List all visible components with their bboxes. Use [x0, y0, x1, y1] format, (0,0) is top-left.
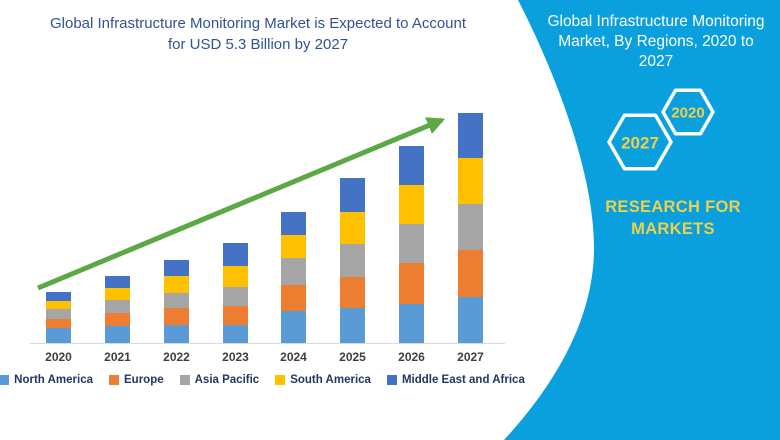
bar-segment-north-america	[281, 310, 306, 343]
bar-2021	[105, 275, 130, 343]
bar-segment-middle-east-and-africa	[164, 260, 189, 277]
chart-title: Global Infrastructure Monitoring Market …	[28, 13, 488, 55]
hexagon-2020-label: 2020	[671, 105, 704, 122]
legend-label: Middle East and Africa	[401, 374, 525, 386]
bar-segment-middle-east-and-africa	[340, 178, 365, 212]
side-panel-title-line-3: 2027	[638, 53, 674, 70]
legend-label: South America	[290, 374, 371, 386]
brand-line-2: MARKETS	[631, 220, 715, 238]
side-panel-title: Global Infrastructure Monitoring Market,…	[536, 12, 776, 72]
bar-segment-north-america	[164, 325, 189, 343]
bar-segment-middle-east-and-africa	[399, 145, 424, 185]
bar-2023	[223, 243, 248, 343]
legend-label: Europe	[124, 374, 164, 386]
legend-item-europe: Europe	[109, 374, 164, 386]
bar-segment-north-america	[399, 303, 424, 343]
legend-item-south-america: South America	[275, 374, 371, 386]
bar-segment-asia-pacific	[399, 224, 424, 264]
bar-2020	[46, 291, 71, 343]
bar-segment-south-america	[281, 235, 306, 259]
legend-item-asia-pacific: Asia Pacific	[179, 374, 260, 386]
bar-segment-asia-pacific	[340, 244, 365, 278]
bar-segment-middle-east-and-africa	[223, 243, 248, 267]
legend-label: Asia Pacific	[194, 374, 260, 386]
bar-segment-europe	[223, 306, 248, 326]
x-tick-2025: 2025	[339, 350, 366, 364]
chart-legend: North America Europe Asia Pacific South Ame…	[0, 374, 525, 386]
chart-title-line-1: Global Infrastructure Monitoring Market …	[49, 15, 467, 32]
bar-segment-middle-east-and-africa	[105, 275, 130, 288]
bar-segment-south-america	[223, 266, 248, 288]
bar-2027	[458, 113, 483, 343]
x-tick-2021: 2021	[104, 350, 131, 364]
x-tick-2022: 2022	[163, 350, 190, 364]
bar-2022	[164, 260, 189, 343]
brand-text: RESEARCH FOR MARKETS	[573, 196, 773, 240]
x-tick-2023: 2023	[222, 350, 249, 364]
bar-segment-asia-pacific	[46, 308, 71, 319]
bar-segment-north-america	[458, 297, 483, 343]
legend-item-middle-east-and-africa: Middle East and Africa	[386, 374, 525, 386]
bar-segment-asia-pacific	[164, 293, 189, 309]
bar-segment-asia-pacific	[223, 287, 248, 307]
bar-2024	[281, 212, 306, 343]
bar-segment-middle-east-and-africa	[46, 291, 71, 301]
brand-line-1: RESEARCH FOR	[605, 198, 741, 216]
legend-swatch-icon	[109, 375, 119, 385]
legend-swatch-icon	[275, 375, 286, 385]
legend-item-north-america: North America	[0, 374, 93, 386]
bar-segment-south-america	[46, 300, 71, 309]
bar-segment-europe	[105, 313, 130, 327]
bar-segment-middle-east-and-africa	[458, 113, 483, 159]
legend-swatch-icon	[0, 375, 10, 385]
bar-segment-asia-pacific	[458, 204, 483, 251]
bar-segment-asia-pacific	[105, 300, 130, 314]
x-tick-2024: 2024	[280, 350, 307, 364]
bar-2025	[340, 178, 365, 343]
bar-segment-europe	[281, 284, 306, 311]
bar-segment-europe	[399, 263, 424, 304]
bar-segment-asia-pacific	[281, 258, 306, 285]
x-tick-2026: 2026	[398, 350, 425, 364]
hexagon-group: 2027 2020	[607, 88, 715, 171]
bar-segment-middle-east-and-africa	[281, 212, 306, 236]
side-panel-title-line-2: Market, By Regions, 2020 to	[558, 33, 754, 50]
chart-title-line-2: for USD 5.3 Billion by 2027	[167, 36, 349, 53]
legend-swatch-icon	[179, 375, 190, 385]
bar-segment-europe	[46, 318, 71, 328]
hexagon-2027-label: 2027	[621, 134, 659, 153]
bar-segment-south-america	[399, 184, 424, 225]
bar-segment-south-america	[340, 211, 365, 245]
bar-segment-europe	[340, 277, 365, 308]
bar-segment-south-america	[105, 287, 130, 301]
hexagon-2020-outline	[661, 88, 715, 136]
bar-segment-south-america	[458, 158, 483, 205]
bar-segment-north-america	[105, 326, 130, 343]
bar-2026	[399, 145, 424, 343]
bar-segment-north-america	[223, 325, 248, 343]
x-tick-2020: 2020	[45, 350, 72, 364]
bar-segment-south-america	[164, 276, 189, 294]
legend-swatch-icon	[386, 375, 397, 385]
x-tick-2027: 2027	[457, 350, 484, 364]
bar-segment-europe	[164, 308, 189, 326]
side-panel-title-line-1: Global Infrastructure Monitoring	[547, 13, 765, 30]
bar-segment-north-america	[46, 327, 71, 343]
x-axis-line	[30, 343, 505, 344]
legend-label: North America	[14, 374, 93, 386]
bar-segment-north-america	[340, 307, 365, 343]
hexagon-2027-outline	[607, 113, 673, 171]
bar-segment-europe	[458, 250, 483, 297]
